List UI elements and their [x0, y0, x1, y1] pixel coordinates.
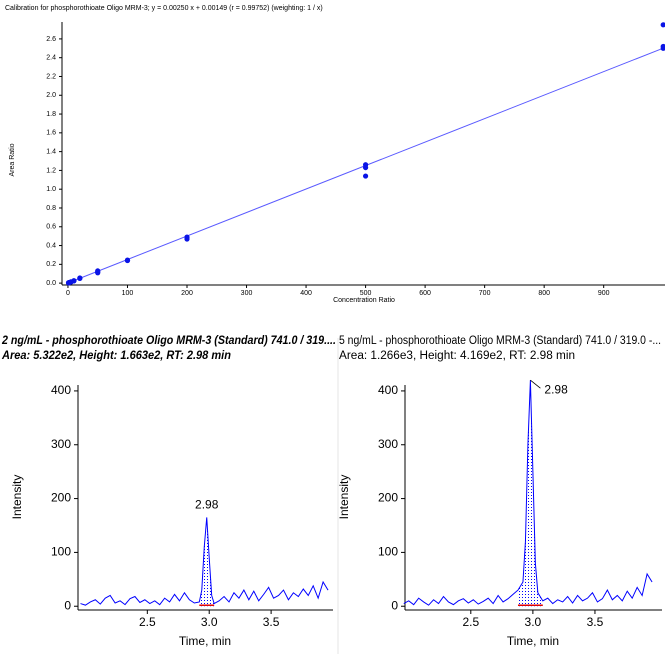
- x-tick-label: 3.5: [263, 615, 280, 629]
- x-tick-label: 2.5: [462, 615, 479, 629]
- y-tick-label: 2.2: [46, 73, 56, 80]
- x-axis-label: Time, min: [179, 634, 231, 648]
- y-tick-label: 2.0: [46, 92, 56, 99]
- y-tick-label: 400: [378, 383, 398, 397]
- y-tick-label: 400: [51, 383, 71, 397]
- x-tick-label: 3.0: [201, 615, 218, 629]
- y-tick-label: 1.2: [46, 167, 56, 174]
- y-tick-label: 0: [64, 598, 71, 612]
- x-tick-label: 3.5: [587, 615, 604, 629]
- y-tick-label: 0: [391, 598, 398, 612]
- data-point: [77, 275, 83, 281]
- x-tick-label: 200: [181, 290, 193, 297]
- x-axis-label: Concentration Ratio: [333, 297, 395, 304]
- trace: [80, 517, 329, 606]
- data-point: [660, 45, 665, 51]
- y-tick-label: 1.0: [46, 186, 56, 193]
- data-point: [95, 269, 101, 275]
- data-point: [71, 278, 77, 284]
- chart-subtitle: Area: 1.266e3, Height: 4.169e2, RT: 2.98…: [339, 350, 575, 362]
- chart-title: 2 ng/mL - phosphorothioate Oligo MRM-3 (…: [1, 333, 336, 347]
- chart-title: Calibration for phosphorothioate Oligo M…: [5, 5, 323, 12]
- y-tick-label: 0.0: [46, 280, 56, 287]
- y-axis-label: Area Ratio: [9, 143, 16, 176]
- chart-title: 5 ng/mL - phosphorothioate Oligo MRM-3 (…: [339, 335, 661, 347]
- y-tick-label: 100: [51, 545, 71, 559]
- data-point: [184, 234, 190, 240]
- peak-leader: [530, 379, 541, 389]
- x-tick-label: 900: [598, 290, 610, 297]
- data-point: [660, 22, 665, 28]
- x-tick-label: 800: [538, 290, 550, 297]
- y-tick-label: 0.2: [46, 261, 56, 268]
- x-tick-label: 700: [479, 290, 491, 297]
- y-tick-label: 1.6: [46, 130, 56, 137]
- data-point: [124, 257, 131, 263]
- y-tick-label: 1.8: [46, 111, 56, 118]
- y-tick-label: 0.6: [46, 224, 56, 231]
- peak-area: [517, 380, 543, 607]
- y-axis-label: Intensity: [10, 475, 24, 520]
- y-tick-label: 2.4: [46, 55, 56, 62]
- chart-subtitle: Area: 5.322e2, Height: 1.663e2, RT: 2.98…: [1, 348, 231, 362]
- x-tick-label: 0: [66, 290, 70, 297]
- peak-label: 2.98: [195, 498, 219, 512]
- x-tick-label: 300: [241, 290, 253, 297]
- x-tick-label: 400: [300, 290, 312, 297]
- peak-label: 2.98: [544, 382, 568, 396]
- x-tick-label: 100: [122, 290, 134, 297]
- y-tick-label: 1.4: [46, 148, 56, 155]
- x-axis-label: Time, min: [507, 634, 559, 648]
- x-tick-label: 600: [419, 290, 431, 297]
- data-point: [362, 173, 369, 179]
- y-tick-label: 100: [378, 545, 398, 559]
- y-tick-label: 300: [51, 437, 71, 451]
- y-tick-label: 200: [51, 491, 71, 505]
- y-tick-label: 2.6: [46, 36, 56, 43]
- y-tick-label: 0.4: [46, 242, 56, 249]
- y-tick-label: 300: [378, 437, 398, 451]
- y-axis-label: Intensity: [337, 475, 351, 520]
- y-tick-label: 200: [378, 491, 398, 505]
- data-point: [362, 164, 369, 171]
- x-tick-label: 3.0: [525, 615, 542, 629]
- x-tick-label: 2.5: [139, 615, 156, 629]
- y-tick-label: 0.8: [46, 205, 56, 212]
- trace: [403, 380, 653, 606]
- x-tick-label: 500: [360, 290, 372, 297]
